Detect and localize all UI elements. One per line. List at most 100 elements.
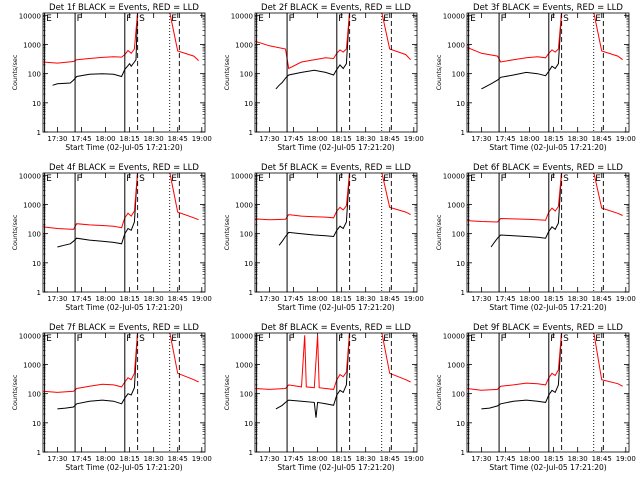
time-marker-label: E: [470, 14, 476, 24]
x-tick-label: 18:15: [332, 455, 352, 463]
x-tick-label: 18:15: [332, 295, 352, 303]
y-tick-label: 10000: [231, 332, 253, 340]
x-tick-label: 17:30: [47, 455, 67, 463]
lld-series-line: [43, 173, 199, 230]
y-tick-label: 100: [452, 391, 465, 399]
x-tick-label: 18:00: [307, 455, 327, 463]
time-marker-label: F: [550, 334, 555, 344]
time-marker-label: F: [501, 14, 506, 24]
y-axis-label: Counts/sec: [435, 54, 443, 90]
detector-panel: Det 2f BLACK = Events, RED = LLD 1 10 100 10…: [223, 3, 424, 152]
events-series-line: [275, 333, 350, 418]
y-tick-label: 100: [28, 71, 41, 79]
lld-series-line: [255, 173, 411, 221]
time-marker-label: F: [338, 334, 343, 344]
events-series-line: [57, 173, 138, 248]
y-axis-label: Counts/sec: [11, 374, 19, 410]
x-tick-label: 17:45: [71, 295, 91, 303]
detector-panel: Det 9f BLACK = Events, RED = LLD 1 10 100 10…: [435, 323, 636, 472]
x-tick-label: 18:45: [592, 455, 612, 463]
x-tick-label: 18:30: [144, 135, 164, 143]
y-tick-label: 1: [249, 289, 253, 297]
detector-panel: Det 3f BLACK = Events, RED = LLD 1 10 100 10…: [435, 3, 636, 152]
detector-panel: Det 8f BLACK = Events, RED = LLD 1 10 100 10…: [223, 323, 424, 472]
panel-title: Det 3f BLACK = Events, RED = LLD: [473, 3, 623, 13]
x-axis-label: Start Time (02-Jul-05 17:21:20): [65, 303, 182, 312]
time-marker-label: E: [595, 174, 601, 184]
x-tick-label: 18:45: [380, 135, 400, 143]
time-marker-label: S: [139, 174, 145, 184]
x-tick-label: 18:00: [307, 295, 327, 303]
time-marker-label: E: [46, 174, 52, 184]
y-tick-label: 10000: [231, 12, 253, 20]
y-tick-label: 10: [244, 100, 253, 108]
x-axis-label: Start Time (02-Jul-05 17:21:20): [277, 143, 394, 152]
plot-frame: [42, 12, 206, 133]
x-tick-label: 18:15: [332, 135, 352, 143]
x-axis-label: Start Time (02-Jul-05 17:21:20): [489, 463, 606, 472]
events-series-line: [481, 13, 562, 90]
y-tick-label: 1: [37, 449, 41, 457]
y-tick-label: 100: [240, 71, 253, 79]
time-marker-label: F: [289, 174, 294, 184]
x-tick-label: 18:15: [544, 135, 564, 143]
x-tick-label: 18:45: [168, 455, 188, 463]
y-tick-label: 10000: [231, 172, 253, 180]
x-tick-label: 18:30: [144, 295, 164, 303]
time-marker-label: F: [126, 174, 131, 184]
lld-series-line: [467, 173, 623, 223]
x-tick-label: 18:15: [120, 135, 140, 143]
x-tick-label: 17:30: [259, 135, 279, 143]
y-axis-label: Counts/sec: [223, 374, 231, 410]
x-tick-label: 18:15: [120, 455, 140, 463]
time-marker-label: F: [550, 174, 555, 184]
y-tick-label: 10: [456, 420, 465, 428]
plot-frame: [466, 172, 630, 293]
time-marker-label: F: [550, 14, 555, 24]
time-marker-label: S: [351, 14, 357, 24]
y-tick-label: 1000: [447, 361, 465, 369]
y-tick-label: 1000: [447, 201, 465, 209]
time-marker-label: F: [126, 334, 131, 344]
y-tick-label: 100: [240, 391, 253, 399]
y-tick-label: 10000: [19, 332, 41, 340]
time-marker-label: S: [351, 334, 357, 344]
time-marker-label: F: [77, 14, 82, 24]
panel-title: Det 2f BLACK = Events, RED = LLD: [261, 3, 411, 13]
y-axis-label: Counts/sec: [11, 54, 19, 90]
x-tick-label: 19:00: [404, 295, 424, 303]
x-axis-label: Start Time (02-Jul-05 17:21:20): [277, 463, 394, 472]
time-marker-label: E: [46, 14, 52, 24]
x-tick-label: 17:45: [283, 135, 303, 143]
plot-frame: [42, 332, 206, 453]
y-tick-label: 10: [32, 420, 41, 428]
time-marker-label: E: [171, 174, 177, 184]
x-tick-label: 17:45: [71, 455, 91, 463]
y-tick-label: 1: [37, 289, 41, 297]
panel-title: Det 5f BLACK = Events, RED = LLD: [261, 163, 411, 173]
time-marker-label: F: [289, 334, 294, 344]
x-tick-label: 18:30: [356, 295, 376, 303]
y-axis-label: Counts/sec: [223, 214, 231, 250]
y-tick-label: 1: [461, 449, 465, 457]
time-marker-label: F: [338, 174, 343, 184]
time-marker-label: F: [77, 174, 82, 184]
y-tick-label: 10: [244, 420, 253, 428]
panel-title: Det 8f BLACK = Events, RED = LLD: [261, 323, 411, 333]
plot-frame: [466, 12, 630, 133]
x-tick-label: 18:00: [519, 135, 539, 143]
x-axis-label: Start Time (02-Jul-05 17:21:20): [489, 303, 606, 312]
time-marker-label: F: [126, 14, 131, 24]
events-series-line: [481, 333, 562, 410]
panel-title: Det 6f BLACK = Events, RED = LLD: [473, 163, 623, 173]
x-tick-label: 18:00: [95, 135, 115, 143]
y-tick-label: 10000: [443, 12, 465, 20]
y-tick-label: 10: [456, 100, 465, 108]
y-tick-label: 10: [244, 260, 253, 268]
time-marker-label: E: [470, 174, 476, 184]
lld-series-line: [255, 13, 411, 70]
panel-title: Det 4f BLACK = Events, RED = LLD: [49, 163, 199, 173]
time-marker-label: E: [171, 334, 177, 344]
x-tick-label: 18:00: [307, 135, 327, 143]
x-tick-label: 17:45: [495, 135, 515, 143]
